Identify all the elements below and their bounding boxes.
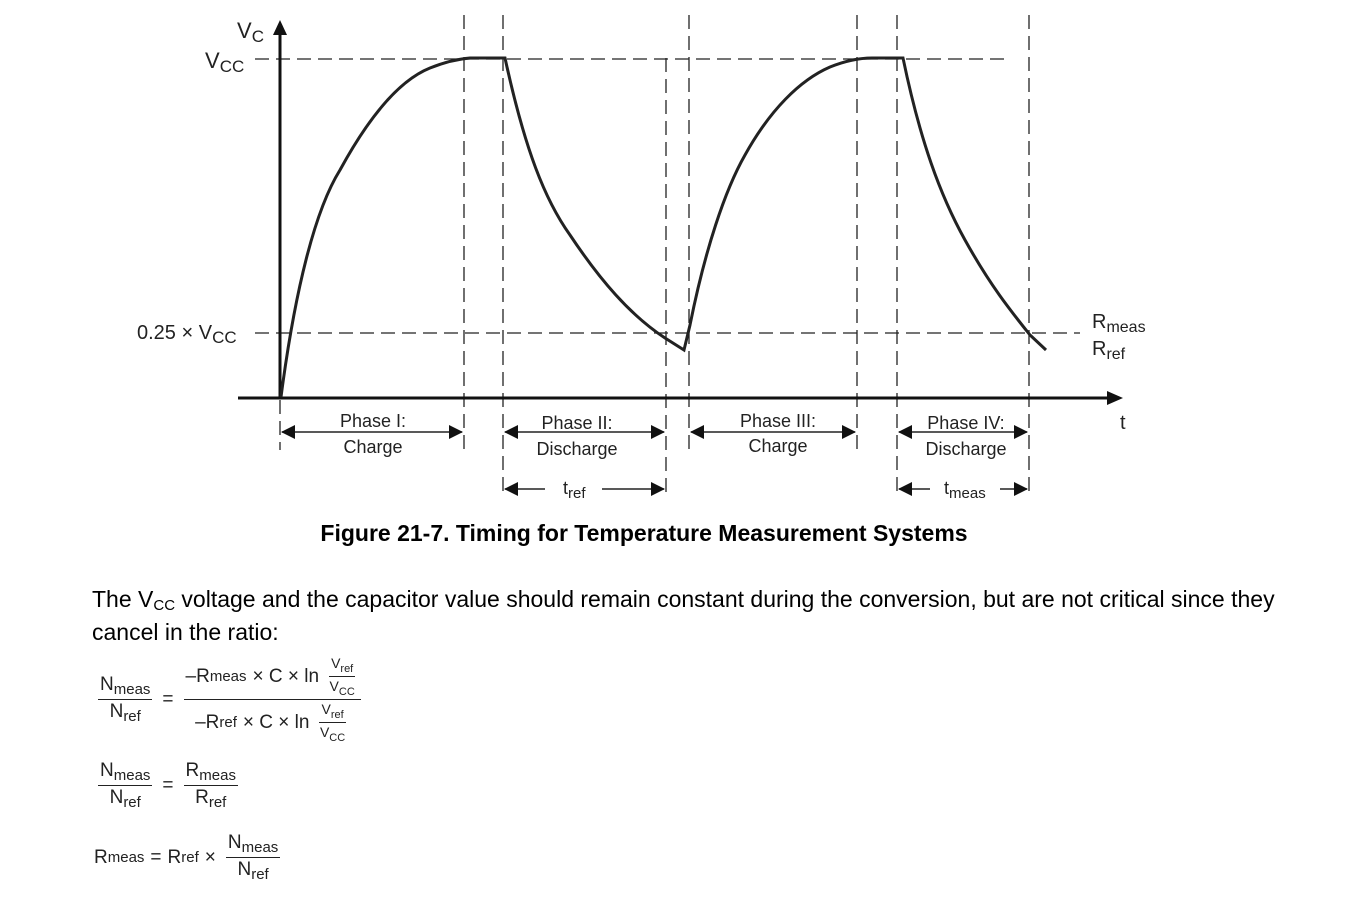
- figure-caption: Figure 21-7. Timing for Temperature Meas…: [320, 520, 968, 546]
- x-axis-arrow-icon: [1107, 391, 1123, 405]
- phase-4-title: Phase IV:: [927, 413, 1004, 433]
- phase-3-name: Charge: [748, 436, 807, 456]
- phase-1-name: Charge: [343, 437, 402, 457]
- equation-2: Nmeas Nref = Rmeas Rref: [98, 760, 238, 811]
- y-axis-arrow-icon: [273, 20, 287, 35]
- y-axis-label: VC: [237, 18, 264, 46]
- timing-diagram: VC VCC 0.25 × VCC Rmeas Rref t Phase I: …: [137, 15, 1146, 502]
- capacitor-voltage-curve: [279, 56, 1048, 398]
- time-axis-label: t: [1120, 412, 1126, 434]
- tmeas-label: tmeas: [944, 478, 986, 502]
- body-paragraph: The VCC voltage and the capacitor value …: [92, 586, 1275, 645]
- equation-1: Nmeas Nref = –R meas × C × ln Vref VCC –R ref…: [94, 655, 365, 744]
- rmeas-label: Rmeas: [1092, 311, 1146, 336]
- phase-2-name: Discharge: [536, 439, 617, 459]
- phase-4-name: Discharge: [925, 439, 1006, 459]
- arrowhead-icons: [281, 425, 1028, 496]
- guide-lines: [255, 15, 1080, 497]
- phase-1-title: Phase I:: [340, 411, 406, 431]
- tref-label: tref: [563, 478, 586, 502]
- axes: [238, 32, 1108, 400]
- rref-label: Rref: [1092, 338, 1126, 363]
- phase-2-title: Phase II:: [541, 413, 612, 433]
- vcc-label: VCC: [205, 48, 244, 76]
- quarter-vcc-label: 0.25 × VCC: [137, 322, 237, 347]
- phase-3-title: Phase III:: [740, 411, 816, 431]
